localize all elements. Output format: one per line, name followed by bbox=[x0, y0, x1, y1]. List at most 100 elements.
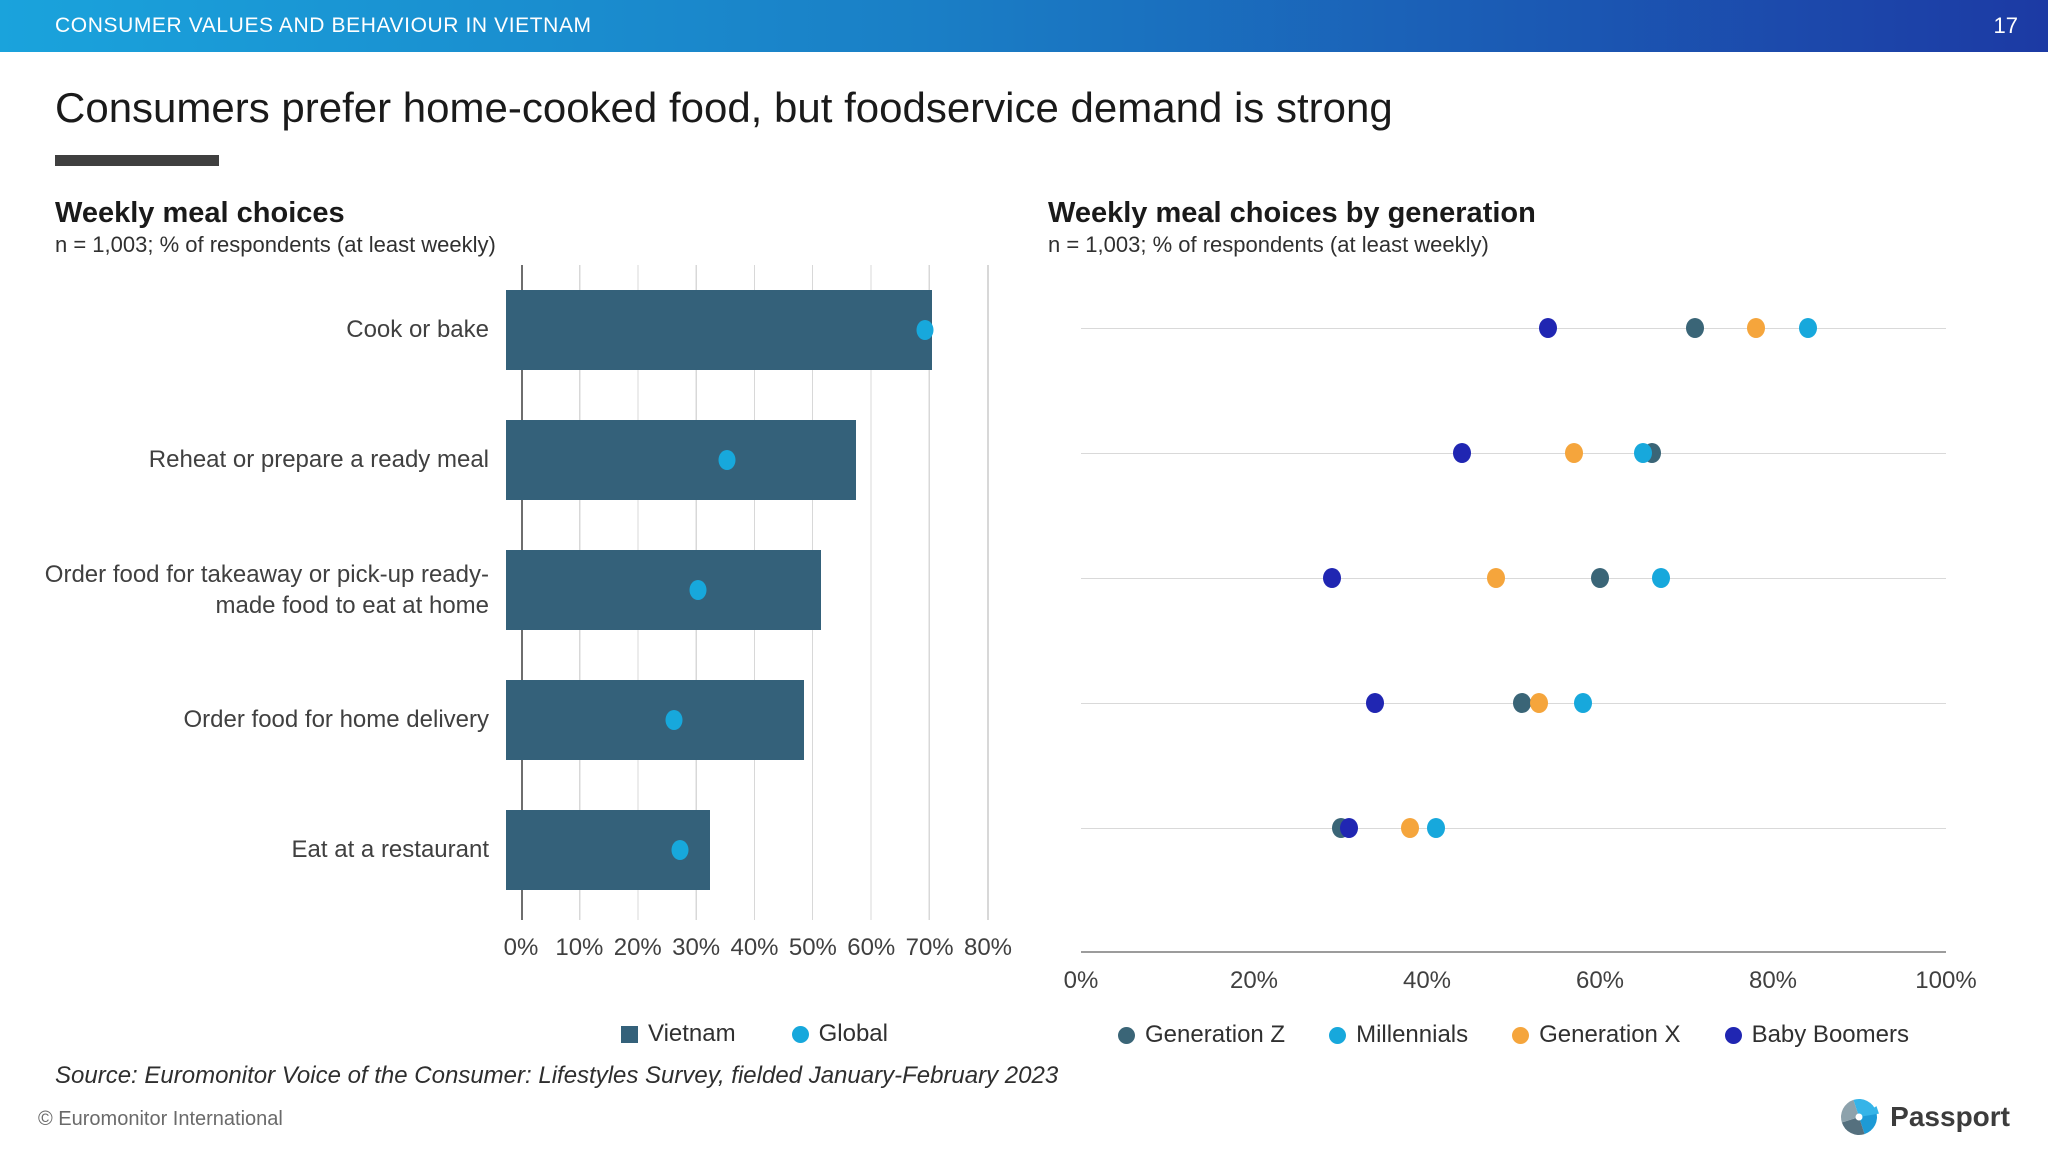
axis-tick-label: 50% bbox=[788, 934, 837, 961]
weekly-meal-choices-by-generation-chart: Weekly meal choices by generation n = 1,… bbox=[1048, 195, 2048, 1049]
dot-row bbox=[1081, 390, 1946, 515]
axis-tick-label: 20% bbox=[1229, 967, 1279, 994]
bar-track bbox=[505, 395, 972, 525]
vietnam-bar bbox=[506, 550, 822, 630]
source-note: Source: Euromonitor Voice of the Consume… bbox=[55, 1062, 1059, 1089]
category-label: Order food for takeaway or pick-up ready… bbox=[44, 560, 489, 619]
legend-label: Millennials bbox=[1356, 1021, 1469, 1048]
left-legend: Vietnam Global bbox=[521, 1020, 988, 1048]
dot-row bbox=[1081, 765, 1946, 890]
axis-tick-label: 0% bbox=[503, 934, 539, 961]
passport-logo-text: Passport bbox=[1890, 1101, 2010, 1132]
legend-label: Global bbox=[818, 1020, 888, 1047]
legend-marker-generation-z bbox=[1118, 1026, 1136, 1044]
bar-row: Eat at a restaurant bbox=[40, 785, 1030, 915]
right-legend: Generation Z Millennials Generation X Baby … bbox=[1081, 1021, 1946, 1049]
global-dot bbox=[718, 450, 736, 470]
legend-marker-global bbox=[791, 1025, 809, 1043]
left-rows: Cook or bake Reheat or prepare a ready me… bbox=[40, 265, 1030, 915]
bar-row: Cook or bake bbox=[40, 265, 1030, 395]
legend-item-baby-boomers: Baby Boomers bbox=[1724, 1021, 1909, 1049]
dot-row bbox=[1081, 265, 1946, 390]
axis-tick-label: 80% bbox=[963, 934, 1013, 961]
category-label: Cook or bake bbox=[346, 316, 489, 344]
row-gridline bbox=[1081, 577, 1946, 579]
legend-marker-generation-x bbox=[1512, 1026, 1530, 1044]
axis-tick-label: 60% bbox=[1575, 967, 1625, 994]
category-label: Order food for home delivery bbox=[183, 706, 489, 734]
dot-generation-z bbox=[1686, 317, 1705, 338]
weekly-meal-choices-chart: Weekly meal choices n = 1,003; % of resp… bbox=[40, 195, 1030, 1048]
dot-generation-x bbox=[1530, 692, 1549, 713]
dot-baby-boomers bbox=[1340, 817, 1359, 838]
dot-generation-z bbox=[1591, 567, 1609, 588]
top-banner: CONSUMER VALUES AND BEHAVIOUR IN VIETNAM… bbox=[0, 0, 2048, 52]
bar-track bbox=[505, 785, 972, 915]
axis-tick-label: 80% bbox=[1748, 967, 1798, 994]
legend-item-global: Global bbox=[791, 1020, 888, 1048]
vietnam-bar bbox=[506, 420, 857, 500]
legend-label: Generation Z bbox=[1145, 1021, 1286, 1048]
dot-generation-z bbox=[1513, 692, 1532, 713]
global-dot bbox=[916, 320, 934, 340]
vietnam-bar bbox=[506, 290, 933, 370]
dot-row bbox=[1081, 515, 1946, 640]
bar-track bbox=[505, 265, 972, 395]
legend-item-generation-x: Generation X bbox=[1512, 1021, 1681, 1049]
copyright-note: © Euromonitor International bbox=[38, 1108, 283, 1130]
slide-title: Consumers prefer home-cooked food, but f… bbox=[55, 84, 1393, 131]
legend-marker-vietnam bbox=[621, 1025, 638, 1043]
legend-label: Baby Boomers bbox=[1751, 1021, 1909, 1048]
legend-marker-baby-boomers bbox=[1724, 1026, 1742, 1044]
left-x-axis-ticks: 0% 10% 20% 30% 40% 50% 60% 70% 80% bbox=[504, 920, 1012, 970]
dot-baby-boomers bbox=[1366, 692, 1385, 713]
page-number: 17 bbox=[1993, 13, 2018, 38]
axis-tick-label: 0% bbox=[1063, 967, 1099, 994]
bar-row: Reheat or prepare a ready meal bbox=[40, 395, 1030, 525]
dot-baby-boomers bbox=[1452, 442, 1471, 463]
legend-label: Vietnam bbox=[648, 1020, 736, 1047]
axis-tick-label: 40% bbox=[1402, 967, 1452, 994]
left-chart-title: Weekly meal choices bbox=[55, 197, 345, 229]
right-chart-title: Weekly meal choices by generation bbox=[1048, 197, 1536, 229]
legend-item-generation-z: Generation Z bbox=[1118, 1021, 1285, 1049]
dot-generation-x bbox=[1746, 317, 1765, 338]
axis-tick-label: 70% bbox=[905, 934, 954, 961]
dot-generation-x bbox=[1565, 442, 1584, 463]
global-dot bbox=[689, 580, 707, 600]
row-gridline bbox=[1081, 327, 1946, 329]
axis-tick-label: 20% bbox=[613, 934, 662, 961]
right-plot-area bbox=[1081, 265, 1946, 890]
right-x-axis-ticks: 0% 20% 40% 60% 80% 100% bbox=[1064, 953, 1977, 1003]
right-chart-subtitle: n = 1,003; % of respondents (at least we… bbox=[1048, 232, 1489, 257]
dot-generation-x bbox=[1487, 567, 1506, 588]
dot-millennials bbox=[1634, 442, 1653, 463]
bar-track bbox=[505, 655, 972, 785]
row-gridline bbox=[1081, 452, 1946, 454]
axis-tick-label: 60% bbox=[847, 934, 896, 961]
global-dot bbox=[665, 710, 683, 730]
dot-millennials bbox=[1798, 317, 1817, 338]
category-label: Eat at a restaurant bbox=[291, 836, 489, 864]
dot-baby-boomers bbox=[1539, 317, 1558, 338]
vietnam-bar bbox=[506, 680, 804, 760]
axis-tick-label: 10% bbox=[555, 934, 604, 961]
passport-logo: Passport bbox=[1838, 1096, 2010, 1138]
right-x-axis-line bbox=[1081, 951, 1946, 953]
bar-row: Order food for home delivery bbox=[40, 655, 1030, 785]
category-label: Reheat or prepare a ready meal bbox=[148, 446, 489, 474]
passport-pie-icon bbox=[1838, 1096, 1880, 1138]
axis-tick-label: 100% bbox=[1915, 967, 1977, 994]
left-plot-area: Cook or bake Reheat or prepare a ready me… bbox=[40, 265, 1030, 920]
dot-millennials bbox=[1573, 692, 1592, 713]
axis-tick-label: 30% bbox=[672, 934, 721, 961]
banner-title: CONSUMER VALUES AND BEHAVIOUR IN VIETNAM bbox=[55, 14, 592, 37]
legend-label: Generation X bbox=[1539, 1021, 1681, 1048]
dot-baby-boomers bbox=[1322, 567, 1341, 588]
global-dot bbox=[671, 840, 689, 860]
dot-generation-x bbox=[1400, 817, 1419, 838]
dot-row bbox=[1081, 640, 1946, 765]
row-gridline bbox=[1081, 827, 1946, 829]
left-chart-subtitle: n = 1,003; % of respondents (at least we… bbox=[55, 232, 496, 257]
